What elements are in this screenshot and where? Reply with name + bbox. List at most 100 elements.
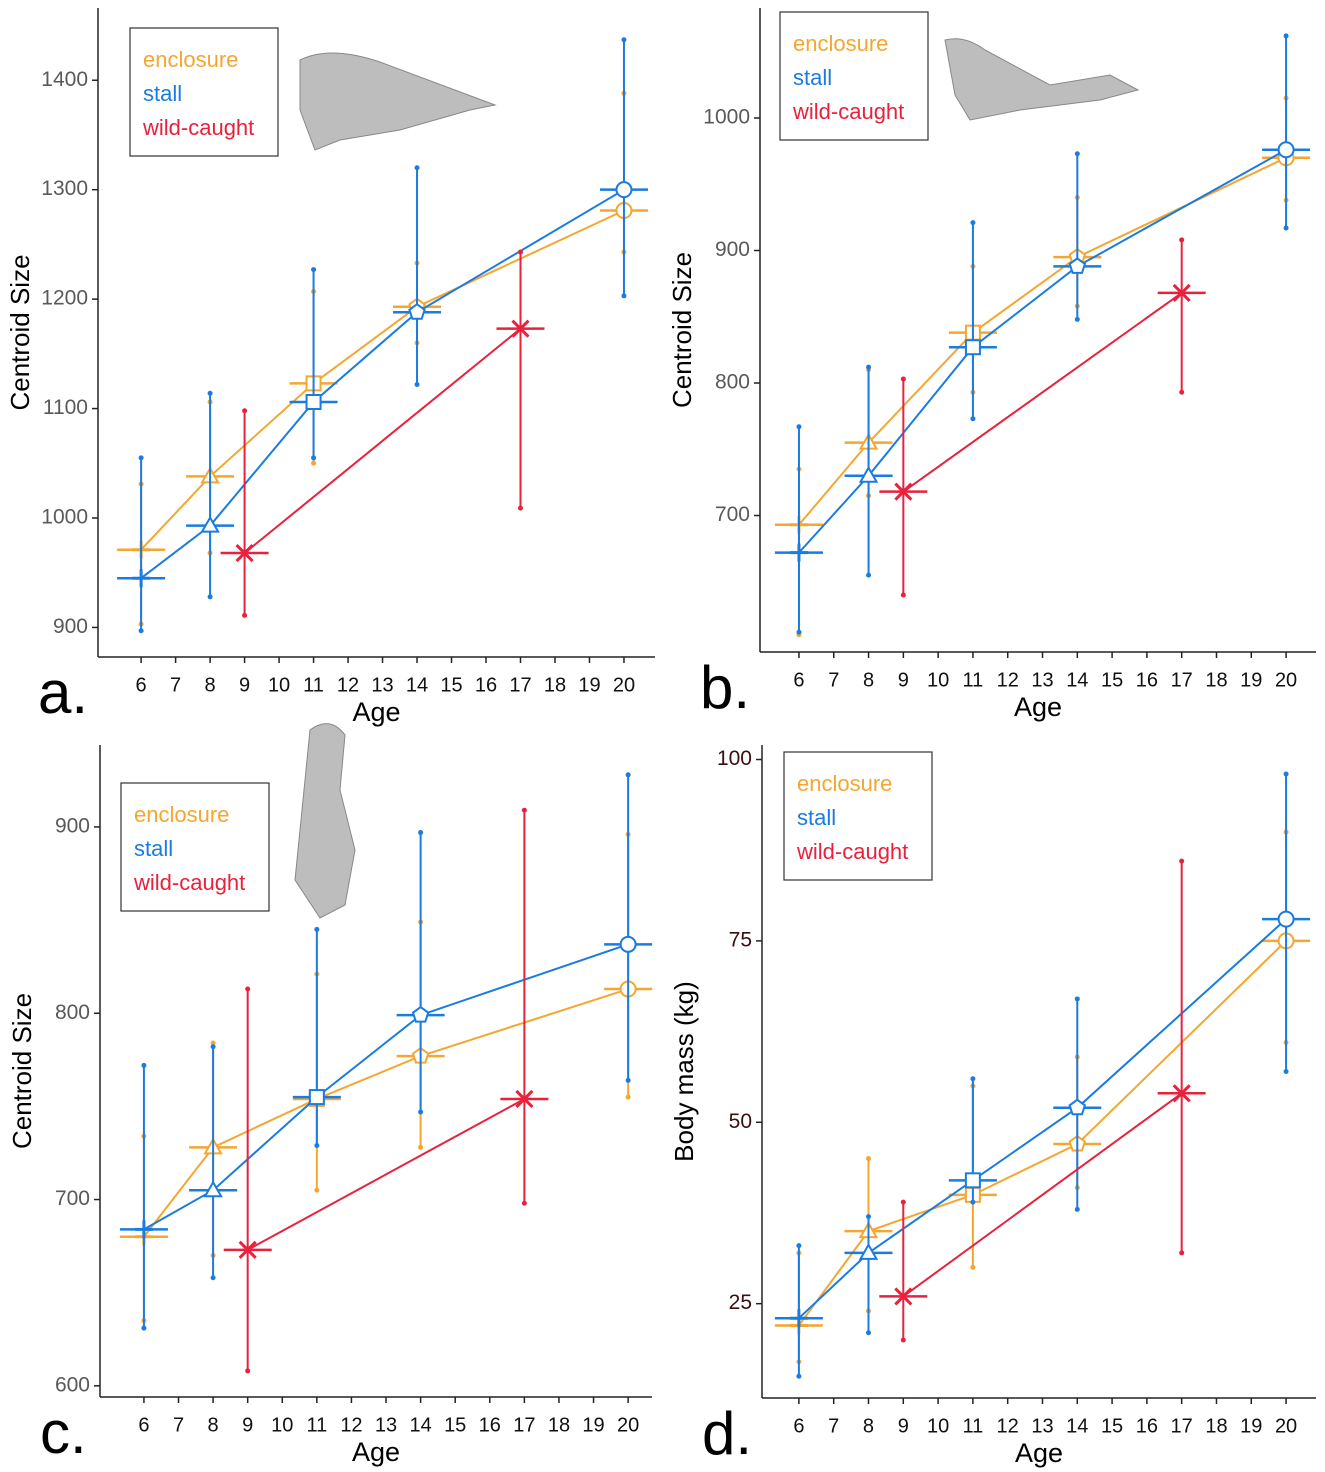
legend-box [120,782,270,912]
x-tick-label: 18 [1205,1415,1227,1437]
x-tick-label: 6 [793,1415,804,1437]
marker [1172,283,1191,302]
panel-label: d. [702,1400,752,1467]
legend-label: wild-caught [796,839,908,864]
error-cap [1179,389,1185,395]
x-axis-title: Age [1015,1438,1063,1468]
legend-label: stall [793,65,832,90]
error-cap [970,416,976,422]
error-cap [970,1076,976,1082]
legend-box [129,27,279,157]
x-tick-label: 9 [898,1415,909,1437]
panel-label: a. [38,659,88,726]
panel: 25 50 75 100 6 7 8 9 10 11 12 13 14 15 16 17 18 19 20 Age Bo… [669,745,1316,1468]
error-cap [1074,996,1080,1002]
bone-image [294,723,356,919]
error-cap [970,1264,976,1270]
marker [858,465,879,483]
error-cap [621,37,627,43]
marker [515,1089,534,1109]
error-cap [1283,225,1289,231]
x-tick-label: 9 [239,674,250,696]
error-cap [521,807,527,813]
error-cap [1283,33,1289,39]
marker [305,393,322,410]
error-cap [796,1373,802,1379]
y-tick-label: 700 [55,1187,90,1210]
y-tick-label: 1200 [41,287,88,310]
marker [411,1005,430,1023]
error-cap [1074,1206,1080,1212]
marker [964,1172,981,1189]
error-cap [1283,771,1289,777]
panel: 700 800 900 1000 6 7 8 9 10 11 12 13 14 15 16 17 18 19 20 A… [667,8,1316,722]
x-tick-label: 7 [173,1414,184,1436]
x-tick-label: 18 [544,674,566,696]
y-tick-label: 1300 [41,177,88,200]
error-cap [138,628,144,634]
y-tick-label: 900 [715,238,750,261]
panel: 900 1000 1100 1200 1300 1400 6 7 8 9 10 11 12 13 14 15 1… [5,8,655,727]
legend-label: stall [143,81,182,106]
x-tick-label: 16 [1136,669,1158,691]
legend-box [779,11,929,141]
error-cap [207,594,213,600]
legend-label: enclosure [134,802,229,827]
x-tick-label: 13 [1031,669,1053,691]
error-cap [1179,237,1185,243]
error-cap [1074,151,1080,157]
error-cap [245,986,251,992]
x-tick-label: 16 [479,1414,501,1436]
error-cap [1179,1250,1185,1256]
error-cap [900,592,906,598]
x-tick-label: 12 [337,674,359,696]
series-line [140,188,625,579]
error-cap [138,455,144,461]
error-cap [625,1077,631,1083]
x-tick-label: 20 [1275,1415,1297,1437]
y-tick-label: 1000 [41,506,88,529]
y-axis-title: Centroid Size [667,252,697,408]
error-cap [141,1325,147,1331]
series-line [143,988,629,1238]
y-tick-label: 900 [53,615,88,638]
error-cap [521,1200,527,1206]
series-line [140,209,625,551]
error-cap [314,926,320,932]
error-cap [311,267,317,273]
legend-label: enclosure [793,31,888,56]
x-tick-label: 15 [1101,1415,1123,1437]
skull-image [299,52,497,151]
x-tick-label: 13 [375,1414,397,1436]
error-cap [865,1156,871,1162]
x-tick-label: 8 [863,1415,874,1437]
x-tick-label: 6 [793,669,804,691]
x-axis-title: Age [1014,692,1062,722]
marker [1068,1098,1087,1116]
x-tick-label: 15 [1101,669,1123,691]
legend-label: enclosure [797,771,892,796]
y-tick-label: 800 [715,371,750,394]
y-tick-label: 1000 [703,106,750,129]
y-axis-title: Centroid Size [7,993,37,1149]
marker [1277,141,1295,159]
error-cap [210,1044,216,1050]
error-cap [418,1109,424,1115]
x-tick-label: 19 [1240,1415,1262,1437]
x-tick-label: 11 [963,669,984,691]
series-line [902,292,1183,493]
x-tick-label: 10 [927,1415,949,1437]
x-tick-label: 7 [828,1415,839,1437]
legend-label: stall [797,805,836,830]
series-line [798,148,1287,554]
x-tick-label: 20 [613,674,635,696]
marker [238,1240,257,1259]
x-tick-label: 7 [170,674,181,696]
error-cap [970,220,976,226]
x-tick-label: 19 [582,1414,604,1436]
legend-label: stall [134,836,173,861]
x-tick-label: 16 [475,674,497,696]
x-tick-label: 19 [578,674,600,696]
x-tick-label: 11 [303,674,324,696]
